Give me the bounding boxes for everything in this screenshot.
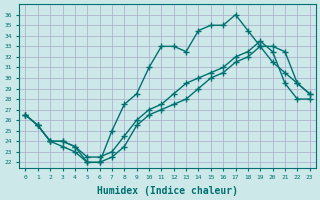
X-axis label: Humidex (Indice chaleur): Humidex (Indice chaleur): [97, 186, 238, 196]
